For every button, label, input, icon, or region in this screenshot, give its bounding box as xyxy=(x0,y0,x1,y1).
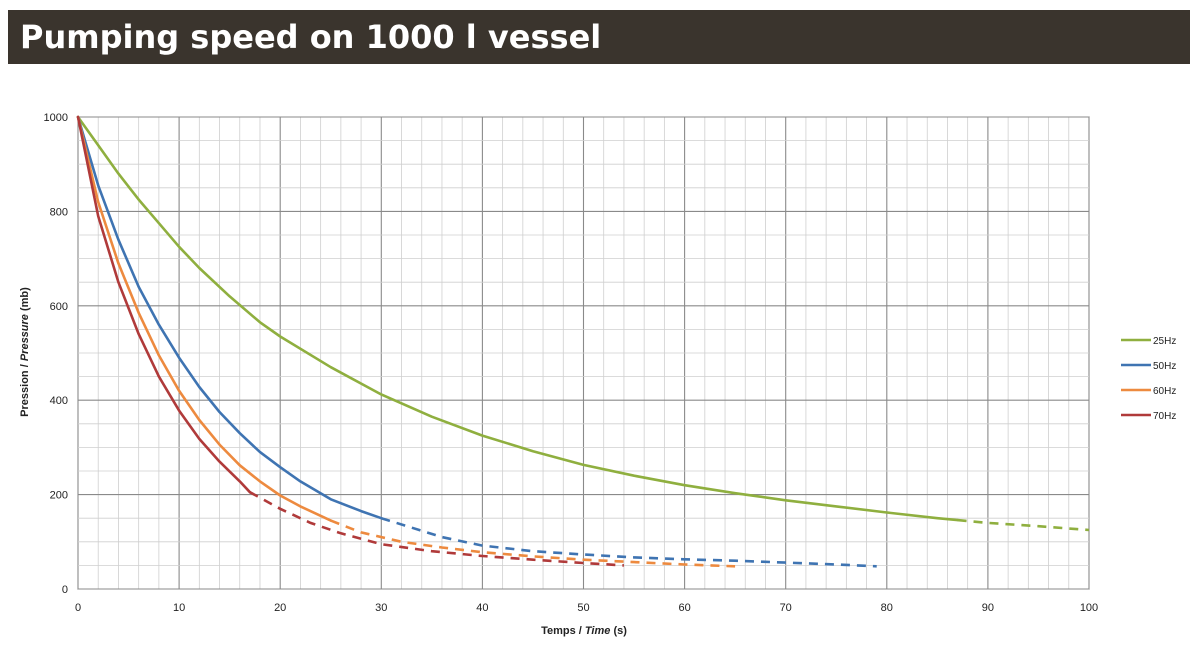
x-tick-label: 90 xyxy=(982,602,994,614)
legend-label-70hz: 70Hz xyxy=(1153,411,1176,422)
page-title: Pumping speed on 1000 l vessel xyxy=(20,18,602,56)
series-line-60hz-extrapolated xyxy=(330,519,736,568)
y-tick-label: 1000 xyxy=(44,112,68,124)
x-tick-label: 50 xyxy=(577,602,589,614)
series-line-25hz-extrapolated xyxy=(957,518,1090,532)
x-tick-label: 60 xyxy=(678,602,690,614)
legend-label-25hz: 25Hz xyxy=(1153,336,1176,347)
series-line-25hz-measured xyxy=(76,115,959,522)
y-tick-label: 600 xyxy=(50,301,68,313)
x-tick-label: 0 xyxy=(75,602,81,614)
x-axis-label: Temps / Time (s) xyxy=(541,625,627,637)
y-tick-label: 400 xyxy=(50,395,68,407)
y-axis-label: Pression / Pressure (mb) xyxy=(19,287,31,417)
y-tick-label: 0 xyxy=(62,584,68,596)
x-tick-label: 70 xyxy=(780,602,792,614)
y-tick-label: 800 xyxy=(50,206,68,218)
title-bar: Pumping speed on 1000 l vessel xyxy=(8,10,1190,64)
series-line-50hz-extrapolated xyxy=(380,516,877,568)
x-tick-label: 10 xyxy=(173,602,185,614)
chart-grid xyxy=(77,116,1090,590)
legend-label-60hz: 60Hz xyxy=(1153,386,1176,397)
chart-legend: 25Hz 50Hz 60Hz 70Hz xyxy=(1121,336,1176,422)
x-tick-label: 100 xyxy=(1080,602,1098,614)
series-line-50hz-measured xyxy=(76,115,383,520)
series-line-70hz-extrapolated xyxy=(249,491,624,567)
chart-series xyxy=(76,115,1090,568)
x-tick-label: 30 xyxy=(375,602,387,614)
x-tick-label: 80 xyxy=(881,602,893,614)
y-tick-label: 200 xyxy=(50,490,68,502)
x-tick-label: 40 xyxy=(476,602,488,614)
legend-label-50hz: 50Hz xyxy=(1153,361,1176,372)
series-line-70hz-measured xyxy=(76,115,252,494)
x-tick-label: 20 xyxy=(274,602,286,614)
series-line-60hz-measured xyxy=(76,115,333,522)
